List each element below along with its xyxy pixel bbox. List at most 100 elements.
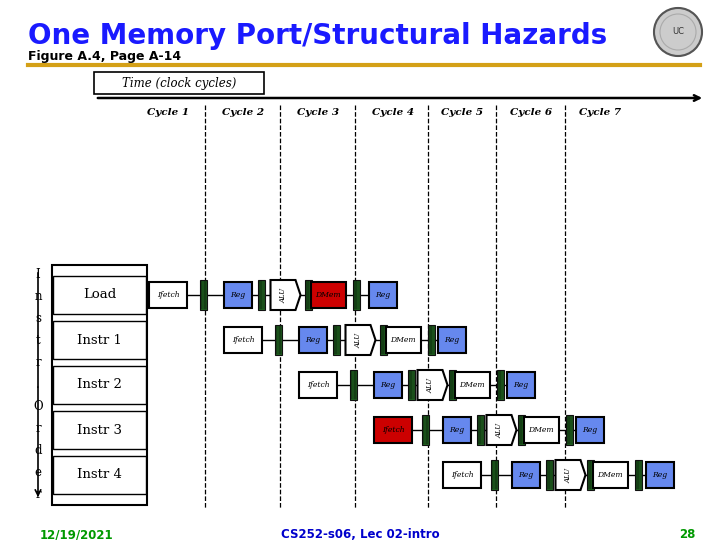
Bar (438, 327, 466, 353)
Bar (518, 415, 524, 445)
Text: DMem: DMem (315, 291, 341, 299)
Text: Figure A.4, Page A-14: Figure A.4, Page A-14 (28, 50, 181, 63)
Text: Ifetch: Ifetch (451, 471, 473, 479)
Text: Reg: Reg (444, 336, 459, 344)
Bar (443, 462, 481, 488)
Bar (491, 460, 498, 490)
Text: Load: Load (83, 288, 116, 301)
Text: Cycle 2: Cycle 2 (222, 108, 264, 117)
Bar (53, 276, 146, 314)
Bar (379, 325, 387, 355)
FancyBboxPatch shape (94, 72, 264, 94)
Text: Ifetch: Ifetch (157, 291, 179, 299)
Text: Cycle 4: Cycle 4 (372, 108, 414, 117)
Bar (565, 415, 572, 445)
Text: ALU: ALU (279, 287, 287, 302)
Bar (369, 282, 397, 308)
Text: O: O (33, 401, 42, 414)
Text: Time (clock cycles): Time (clock cycles) (122, 77, 236, 90)
Text: r: r (35, 422, 41, 435)
Text: Reg: Reg (305, 336, 320, 344)
Text: ALU: ALU (564, 468, 572, 483)
Polygon shape (418, 370, 448, 400)
Bar (523, 417, 559, 443)
Bar (428, 325, 434, 355)
Text: ALU: ALU (426, 377, 434, 393)
Bar (224, 282, 252, 308)
Text: Cycle 5: Cycle 5 (441, 108, 483, 117)
Polygon shape (271, 280, 300, 310)
Bar (646, 462, 674, 488)
Bar (385, 327, 420, 353)
Bar (353, 280, 359, 310)
Text: Instr 4: Instr 4 (77, 469, 122, 482)
Bar (333, 325, 340, 355)
Bar (507, 372, 535, 398)
Polygon shape (346, 325, 376, 355)
Bar (408, 370, 415, 400)
Text: n: n (35, 291, 42, 303)
Bar (593, 462, 628, 488)
Bar (449, 370, 456, 400)
Text: ALU: ALU (354, 333, 362, 348)
Bar (443, 417, 471, 443)
Bar (454, 372, 490, 398)
Text: I: I (35, 268, 40, 281)
Text: Reg: Reg (582, 426, 598, 434)
Text: Cycle 3: Cycle 3 (297, 108, 339, 117)
Bar (546, 460, 552, 490)
Bar (53, 411, 146, 449)
Text: Cycle 7: Cycle 7 (579, 108, 621, 117)
Polygon shape (487, 415, 516, 445)
Circle shape (654, 8, 702, 56)
Text: Reg: Reg (518, 471, 534, 479)
Text: Instr 3: Instr 3 (77, 423, 122, 436)
Bar (53, 456, 146, 494)
Bar (422, 415, 429, 445)
Text: ALU: ALU (495, 422, 503, 437)
Bar (258, 280, 264, 310)
Text: DMem: DMem (528, 426, 554, 434)
Text: r: r (35, 356, 41, 369)
Bar (299, 372, 337, 398)
Text: .: . (36, 379, 40, 392)
Bar (224, 327, 262, 353)
Bar (200, 280, 207, 310)
Text: CS252-s06, Lec 02-intro: CS252-s06, Lec 02-intro (281, 528, 439, 540)
Bar (512, 462, 540, 488)
Text: Reg: Reg (652, 471, 667, 479)
Text: One Memory Port/Structural Hazards: One Memory Port/Structural Hazards (28, 22, 607, 50)
Text: Cycle 1: Cycle 1 (147, 108, 189, 117)
Bar (497, 370, 503, 400)
Text: Reg: Reg (230, 291, 246, 299)
Text: 28: 28 (679, 528, 695, 540)
Text: d: d (35, 444, 42, 457)
Text: DMem: DMem (597, 471, 623, 479)
Bar (310, 282, 346, 308)
Text: s: s (35, 313, 41, 326)
Text: Ifetch: Ifetch (307, 381, 329, 389)
Bar (576, 417, 604, 443)
Bar (149, 282, 187, 308)
Text: UC: UC (672, 28, 684, 37)
Text: e: e (35, 467, 42, 480)
Text: Instr 1: Instr 1 (77, 334, 122, 347)
Text: Reg: Reg (449, 426, 464, 434)
Text: DMem: DMem (390, 336, 416, 344)
Bar (374, 372, 402, 398)
Bar (350, 370, 357, 400)
Text: Reg: Reg (380, 381, 395, 389)
Text: Ifetch: Ifetch (232, 336, 254, 344)
Text: Reg: Reg (375, 291, 390, 299)
Bar (305, 280, 312, 310)
Text: Reg: Reg (513, 381, 528, 389)
Bar (299, 327, 327, 353)
Bar (53, 321, 146, 359)
Text: Ifetch: Ifetch (382, 426, 405, 434)
Bar (52, 265, 147, 505)
Text: r: r (35, 489, 41, 502)
Text: t: t (36, 334, 40, 348)
Text: Cycle 6: Cycle 6 (510, 108, 552, 117)
Text: DMem: DMem (459, 381, 485, 389)
Text: 12/19/2021: 12/19/2021 (40, 528, 114, 540)
